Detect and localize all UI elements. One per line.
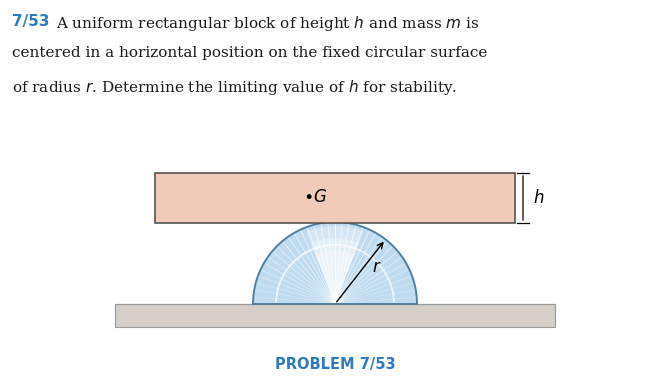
Polygon shape — [311, 238, 359, 304]
Polygon shape — [316, 251, 354, 304]
FancyBboxPatch shape — [115, 304, 555, 327]
Text: $\bullet G$: $\bullet G$ — [303, 188, 327, 206]
Text: 7/53: 7/53 — [12, 14, 50, 29]
Text: A uniform rectangular block of height $h$ and mass $m$ is: A uniform rectangular block of height $h… — [56, 14, 480, 33]
Polygon shape — [306, 226, 364, 304]
FancyBboxPatch shape — [155, 173, 515, 223]
Text: $r$: $r$ — [373, 259, 382, 277]
Text: of radius $r$. Determine the limiting value of $h$ for stability.: of radius $r$. Determine the limiting va… — [12, 78, 457, 97]
Text: centered in a horizontal position on the fixed circular surface: centered in a horizontal position on the… — [12, 46, 487, 60]
Text: PROBLEM 7/53: PROBLEM 7/53 — [275, 356, 395, 372]
Text: $h$: $h$ — [533, 189, 545, 207]
Polygon shape — [253, 222, 417, 304]
